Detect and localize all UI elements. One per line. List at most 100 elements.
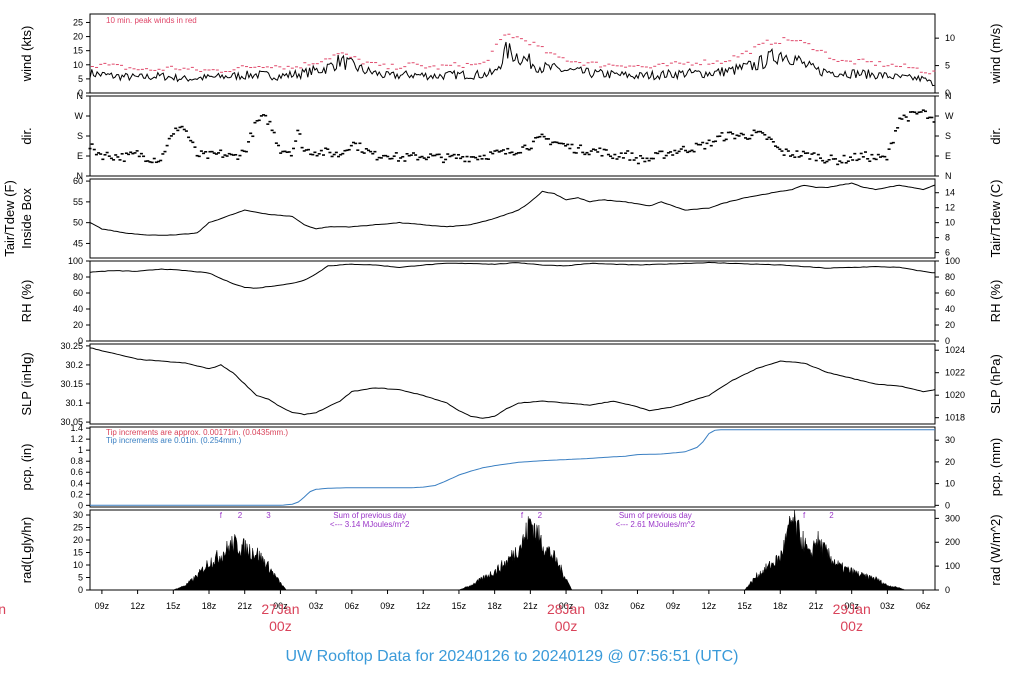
temp-left-tick-label: 55: [73, 197, 83, 207]
wind-left-tick-label: 5: [78, 74, 83, 84]
x-tick-label: 00z: [273, 601, 288, 611]
rh-right-tick-label: 100: [945, 256, 960, 266]
rh-ylabel: RH (%): [19, 280, 34, 323]
x-tick-label: 12z: [130, 601, 145, 611]
temp-frame: [89, 178, 936, 259]
x-tick-label: 21z: [809, 601, 824, 611]
slp-left-tick-label: 30.25: [60, 341, 83, 351]
rad-marker: 2: [829, 511, 834, 520]
rad-annotation: <--- 2.61 MJoules/m^2: [616, 520, 696, 529]
date-z-label: 00z: [555, 618, 578, 634]
rad-marker: 2: [238, 511, 243, 520]
slp-left-tick-label: 30.2: [65, 360, 83, 370]
temp-right-tick-label: 8: [945, 233, 950, 243]
rh-left-tick-label: 40: [73, 304, 83, 314]
rh-left-tick-label: 0: [78, 336, 83, 346]
x-tick-label: 18z: [773, 601, 788, 611]
wind-frame: [89, 13, 936, 94]
x-tick-label: 18z: [202, 601, 217, 611]
pcp-left-tick-label: 0.4: [70, 478, 83, 488]
rh-ylabel-right: RH (%): [988, 280, 1003, 323]
date-label: 29Jan: [833, 601, 871, 617]
rh-right-tick-label: 80: [945, 272, 955, 282]
temp-right-tick-label: 6: [945, 248, 950, 258]
rh-left-tick-label: 100: [68, 256, 83, 266]
rad-annotation: Sum of previous day: [333, 511, 406, 520]
pcp-right-tick-label: 0: [945, 500, 950, 510]
rh-left-tick-label: 60: [73, 288, 83, 298]
x-tick-label: 21z: [237, 601, 252, 611]
pcp-left-tick-label: 1.2: [70, 434, 83, 444]
x-tick-label: 03z: [595, 601, 610, 611]
rad-left-tick-label: 15: [73, 548, 83, 558]
x-tick-label: 00z: [844, 601, 859, 611]
dir-ylabel-right: dir.: [988, 127, 1003, 144]
dir-frame: [89, 95, 936, 177]
wind-left-tick-label: 20: [73, 32, 83, 42]
pcp-left-tick-label: 0.2: [70, 489, 83, 499]
pcp-right-tick-label: 10: [945, 479, 955, 489]
rh-right-tick-label: 40: [945, 304, 955, 314]
wind-right-tick-label: 10: [945, 33, 955, 43]
page-title: UW Rooftop Data for 20240126 to 20240129…: [285, 648, 739, 665]
dir-left-tick-label: N: [77, 171, 84, 181]
x-tick-label: 03z: [880, 601, 895, 611]
rad-marker: f: [220, 511, 223, 520]
dir-left-tick-label: S: [77, 131, 83, 141]
slp-ylabel-right: SLP (hPa): [988, 354, 1003, 414]
x-tick-label: 09z: [666, 601, 681, 611]
slp-frame: [89, 343, 936, 425]
pcp-ylabel: pcp. (in): [19, 444, 34, 491]
temp-ylabel: Tair/Tdew (F): [2, 180, 17, 257]
rh-frame: [89, 260, 936, 342]
x-tick-label: 21z: [523, 601, 538, 611]
x-tick-label: 12z: [416, 601, 431, 611]
rad-annotation: <--- 3.14 MJoules/m^2: [330, 520, 410, 529]
rad-ylabel-right: rad (W/m^2): [988, 514, 1003, 585]
slp-ylabel: SLP (inHg): [19, 352, 34, 415]
temp-left-tick-label: 60: [73, 176, 83, 186]
rad-left-tick-label: 20: [73, 535, 83, 545]
rad-area-day-3: [744, 510, 906, 591]
temp-ylabel-right: Tair/Tdew (C): [988, 179, 1003, 257]
temp-right-tick-label: 12: [945, 203, 955, 213]
dir-left-tick-label: E: [77, 151, 83, 161]
rad-right-tick-label: 300: [945, 513, 960, 523]
rad-right-tick-label: 0: [945, 585, 950, 595]
pcp-left-tick-label: 0: [78, 500, 83, 510]
wind-note: 10 min. peak winds in red: [106, 16, 197, 25]
dir-right-tick-label: N: [945, 171, 952, 181]
x-tick-label: 12z: [702, 601, 717, 611]
x-tick-label: 06z: [916, 601, 931, 611]
rad-area-day-1: [173, 534, 288, 591]
temp-left-tick-label: 50: [73, 218, 83, 228]
temp-ylabel-2: Inside Box: [19, 188, 34, 249]
dir-right-tick-label: E: [945, 151, 951, 161]
date-z-label: 00z: [269, 618, 292, 634]
dir-ylabel: dir.: [19, 127, 34, 144]
pcp-series-line: [90, 429, 935, 506]
pcp-note-1: Tip increments are approx. 0.00171in. (0…: [106, 428, 288, 437]
rad-marker: f: [803, 511, 806, 520]
wind-left-tick-label: 10: [73, 60, 83, 70]
x-tick-label: 00z: [559, 601, 574, 611]
rh-left-tick-label: 80: [73, 272, 83, 282]
x-tick-label: 15z: [737, 601, 752, 611]
wind-left-tick-label: 25: [73, 17, 83, 27]
rad-right-tick-label: 100: [945, 561, 960, 571]
x-tick-label: 18z: [487, 601, 502, 611]
date-label: 28Jan: [547, 601, 585, 617]
rad-marker: f: [521, 511, 524, 520]
temp-left-tick-label: 45: [73, 238, 83, 248]
temp-right-tick-label: 14: [945, 188, 955, 198]
x-tick-label: 09z: [380, 601, 395, 611]
rad-area-day-2: [458, 516, 573, 591]
x-tick-label: 03z: [309, 601, 324, 611]
date-label: Jan: [0, 601, 6, 617]
pcp-ylabel-right: pcp. (mm): [988, 438, 1003, 497]
x-tick-label: 09z: [95, 601, 110, 611]
pcp-frame: [89, 426, 936, 508]
rh-left-tick-label: 20: [73, 320, 83, 330]
rh-series-line: [89, 261, 935, 289]
slp-right-tick-label: 1020: [945, 390, 965, 400]
